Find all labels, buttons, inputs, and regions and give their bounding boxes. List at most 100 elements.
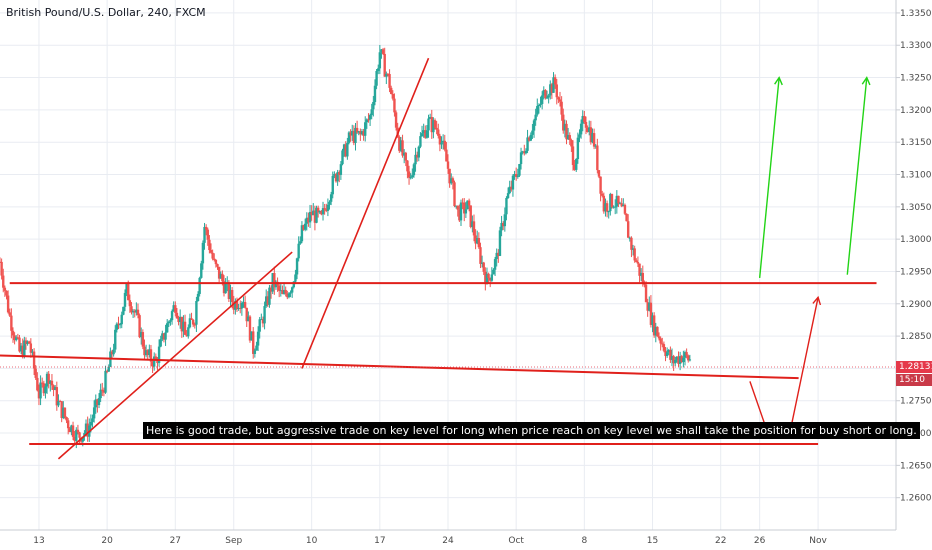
candle-body [97,398,101,406]
candle-body [117,323,120,325]
candle-body [622,204,625,207]
candle-body [623,204,627,214]
candle-body [664,350,667,357]
candle-body [424,130,427,138]
candle-body [6,295,10,313]
candle-body [669,349,672,360]
candle-body [99,389,102,399]
candle-body [170,311,174,321]
candle-body [42,383,46,394]
candle-body [584,121,588,128]
candle-body [172,305,175,312]
candle-body [131,310,135,313]
candle-body [281,290,284,294]
price-tick-label: 1.29500 [900,267,932,277]
candle-body [240,302,244,309]
candle-body [558,99,562,102]
candle-body [326,204,330,211]
candle-body [316,207,320,213]
candle-body [415,154,419,158]
candle-body [242,302,245,304]
candle-body [360,131,364,135]
candle-body [63,407,67,418]
candle-body [412,164,416,176]
candle-body [463,202,466,214]
candle-body [112,349,115,355]
candle-body [404,152,408,161]
time-tick-label: 8 [581,536,587,546]
candle-body [607,211,610,213]
candle-body [323,208,326,210]
candle-body [688,359,692,361]
candle-body [187,327,190,337]
candle-body [461,202,464,204]
candle-body [588,127,591,133]
time-tick-label: 24 [442,536,454,546]
candle-body [188,318,192,328]
candle-body [133,310,136,313]
candle-body [540,95,544,104]
candle-body [687,355,690,361]
candle-body [649,302,653,325]
candle-body [575,159,578,170]
arrowhead-icon [774,76,783,86]
candle-body [49,380,52,384]
candle-body [357,131,360,133]
candle-body [66,420,70,429]
candle-body [265,296,268,307]
candle-body [185,334,188,337]
candle-body [469,205,472,227]
time-tick-label: 17 [374,536,385,546]
candle-body [178,316,182,323]
candle-body [652,315,656,336]
candle-body [50,380,54,386]
candle-body [602,195,606,212]
candle-body [570,139,573,147]
candle-body [287,293,291,298]
candle-body [639,272,643,276]
candle-body [448,168,451,184]
candle-body [290,287,294,293]
candle-body [549,84,552,96]
candle-body [626,221,630,238]
candle-body [497,252,500,256]
candle-body [531,130,534,135]
candle-body [308,211,312,223]
candle-body [484,271,487,285]
candle-body [526,137,529,151]
candle-body [628,237,632,239]
drawings [0,57,877,460]
candle-body [581,115,584,124]
candle-body [256,331,260,346]
candle-body [341,150,344,165]
candle-body [375,70,378,86]
candle-body [443,140,446,150]
candle-body [604,203,607,212]
candle-body [177,318,180,323]
candle-body [495,252,498,260]
candle-body [8,312,11,316]
candles [0,44,692,449]
candle-body [318,211,321,213]
candle-body [506,193,510,198]
candle-body [76,429,80,433]
time-axis[interactable]: 13 20 27 Sep 10 17 24 Oct 8 15 22 26 Nov [33,536,827,546]
candle-body [487,273,490,278]
candle-body [138,315,141,338]
candle-body [365,119,369,123]
candle-body [135,309,138,313]
price-tick-label: 1.31500 [900,138,932,148]
candle-body [89,421,93,426]
candle-body [373,85,377,103]
candle-body [458,209,461,221]
candle-body [329,194,333,202]
candle-body [157,346,161,364]
candle-body [620,203,623,207]
candle-body [208,239,211,251]
candle-body [466,200,469,210]
candle-body [344,144,347,157]
price-tick-label: 1.29000 [900,300,932,310]
candle-body [28,341,31,344]
